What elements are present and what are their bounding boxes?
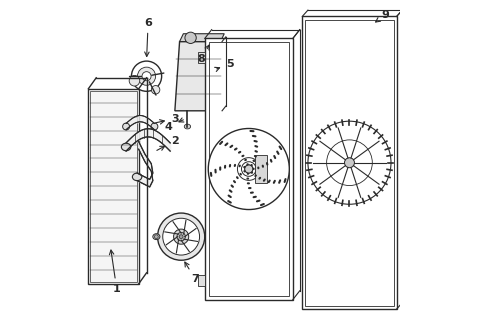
Polygon shape bbox=[302, 16, 396, 309]
Polygon shape bbox=[179, 34, 224, 42]
Ellipse shape bbox=[122, 123, 129, 130]
Circle shape bbox=[157, 213, 204, 260]
Text: 6: 6 bbox=[144, 18, 152, 57]
Ellipse shape bbox=[132, 173, 141, 181]
Polygon shape bbox=[175, 42, 222, 111]
Bar bbox=[255, 155, 267, 183]
Ellipse shape bbox=[121, 143, 131, 151]
Circle shape bbox=[173, 229, 188, 244]
Text: 8: 8 bbox=[197, 45, 209, 64]
Polygon shape bbox=[88, 89, 138, 284]
Text: 3: 3 bbox=[155, 114, 178, 124]
Circle shape bbox=[129, 76, 139, 86]
Circle shape bbox=[131, 61, 161, 91]
Circle shape bbox=[137, 67, 155, 85]
Circle shape bbox=[307, 121, 390, 204]
Text: 9: 9 bbox=[375, 10, 389, 22]
Text: 4: 4 bbox=[164, 118, 183, 131]
Text: 1: 1 bbox=[109, 250, 121, 294]
Text: 7: 7 bbox=[184, 262, 199, 284]
Ellipse shape bbox=[152, 234, 160, 240]
Bar bbox=[197, 52, 204, 63]
Circle shape bbox=[154, 235, 158, 239]
Text: 2: 2 bbox=[156, 136, 179, 150]
Circle shape bbox=[344, 158, 354, 168]
Ellipse shape bbox=[151, 123, 158, 130]
Circle shape bbox=[208, 129, 289, 210]
Bar bbox=[197, 275, 204, 286]
Circle shape bbox=[151, 86, 160, 94]
Circle shape bbox=[179, 235, 182, 239]
Circle shape bbox=[244, 165, 252, 173]
Text: 5: 5 bbox=[214, 58, 233, 71]
Polygon shape bbox=[305, 20, 393, 306]
Circle shape bbox=[163, 218, 199, 255]
Polygon shape bbox=[90, 91, 136, 282]
Circle shape bbox=[177, 232, 185, 241]
Circle shape bbox=[142, 72, 151, 81]
Ellipse shape bbox=[184, 124, 190, 129]
Polygon shape bbox=[204, 39, 292, 300]
Circle shape bbox=[184, 32, 196, 44]
Polygon shape bbox=[208, 42, 288, 296]
